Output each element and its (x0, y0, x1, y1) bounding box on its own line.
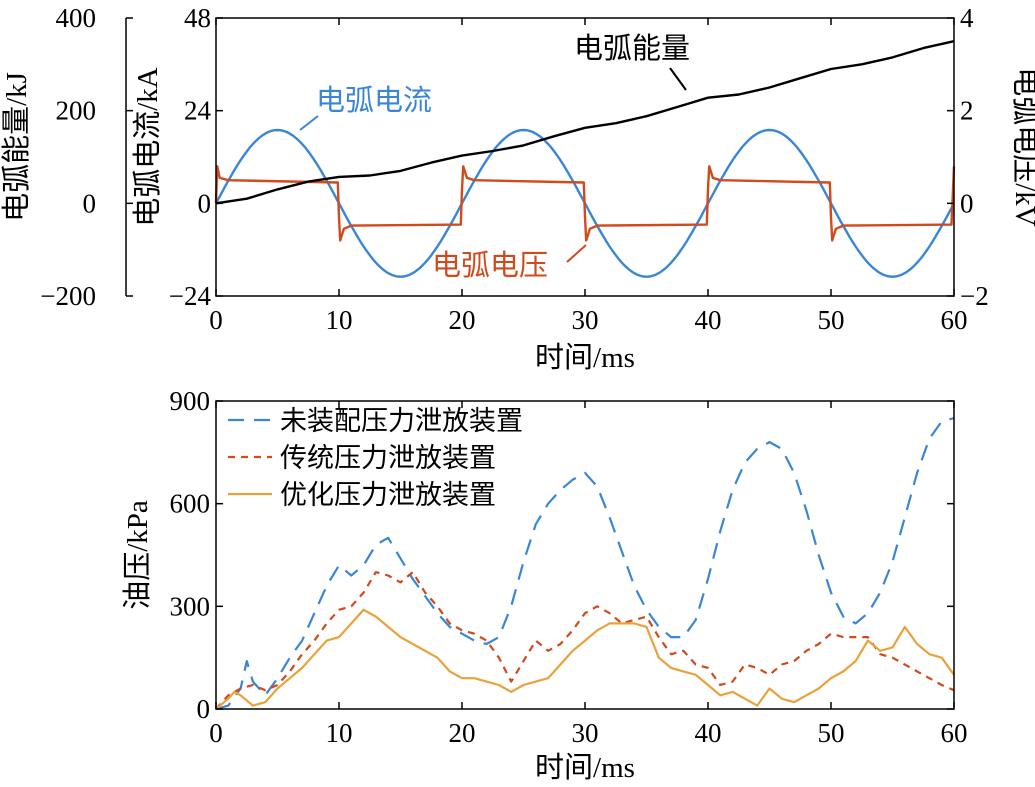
y-tick-label: 600 (170, 489, 211, 519)
pressure-series-2 (215, 608, 955, 710)
pressure-series-1 (215, 570, 955, 710)
voltage-tick-label: 0 (960, 188, 974, 218)
legend-label: 优化压力泄放装置 (280, 480, 496, 510)
energy-tick-label: −200 (40, 281, 96, 311)
x-tick-label: 50 (818, 718, 845, 748)
legend-label: 未装配压力泄放装置 (280, 406, 523, 436)
bottom-chart-series (215, 417, 955, 711)
voltage-tick-label: −2 (960, 281, 989, 311)
voltage-label-leader (566, 244, 587, 263)
series-label-current: 电弧电流 (316, 84, 432, 117)
current-axis-label: 电弧电流/kA (131, 67, 164, 227)
y-tick-label: 900 (170, 386, 211, 416)
x-tick-label: 20 (449, 718, 476, 748)
x-tick-label: 60 (941, 305, 968, 335)
x-tick-label: 0 (209, 718, 223, 748)
energy-tick-label: 0 (83, 188, 97, 218)
series-label-energy: 电弧能量 (574, 32, 690, 65)
x-tick-label: 10 (326, 305, 353, 335)
bottom-ylabel: 油压/kPa (121, 500, 154, 610)
x-tick-label: 0 (209, 305, 223, 335)
y-tick-label: 300 (170, 591, 211, 621)
top-xlabel: 时间/ms (535, 341, 635, 374)
voltage-tick-label: 2 (960, 96, 974, 126)
series-line-voltage (214, 165, 956, 242)
current-tick-label: 0 (198, 188, 212, 218)
x-tick-label: 40 (695, 305, 722, 335)
y-tick-label: 0 (197, 694, 211, 724)
x-tick-label: 40 (695, 718, 722, 748)
current-tick-label: 48 (184, 3, 211, 33)
energy-tick-label: 200 (56, 96, 97, 126)
series-label-voltage: 电弧电压 (432, 249, 548, 282)
series-line-energy (215, 40, 955, 205)
x-tick-label: 10 (326, 718, 353, 748)
x-tick-label: 20 (449, 305, 476, 335)
current-tick-label: −24 (169, 281, 212, 311)
pressure-series-0 (215, 417, 955, 711)
current-tick-label: 24 (184, 96, 212, 126)
x-tick-label: 30 (572, 718, 599, 748)
current-label-leader (299, 115, 319, 131)
voltage-axis-label: 电弧电压/kV (1009, 67, 1035, 227)
x-tick-label: 30 (572, 305, 599, 335)
x-tick-label: 60 (941, 718, 968, 748)
legend-label: 传统压力泄放装置 (280, 443, 496, 473)
voltage-tick-label: 4 (960, 3, 974, 33)
top-chart-series (214, 40, 956, 278)
energy-label-leader (669, 67, 687, 91)
bottom-xlabel: 时间/ms (535, 751, 635, 784)
energy-axis-label: 电弧能量/kJ (0, 72, 33, 222)
x-tick-label: 50 (818, 305, 845, 335)
energy-tick-label: 400 (56, 3, 97, 33)
